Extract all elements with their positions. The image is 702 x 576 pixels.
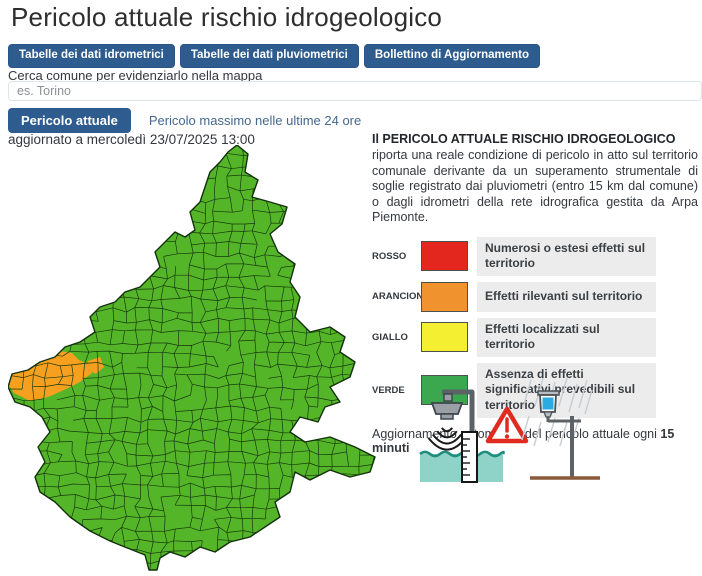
- search-input[interactable]: [8, 81, 702, 101]
- auto-refresh-interval: 15 minuti: [372, 426, 675, 455]
- legend-row-arancione: ARANCIONE Effetti rilevanti sul territor…: [372, 281, 698, 312]
- legend-row-giallo: GIALLO Effetti localizzati sul territori…: [372, 317, 698, 357]
- legend-swatch-giallo: [421, 322, 468, 353]
- view-tabs: Pericolo attuale Pericolo massimo nelle …: [8, 108, 361, 133]
- warning-triangle-icon: [485, 406, 529, 444]
- region-green-area[interactable]: [8, 145, 375, 570]
- monitoring-illustration: [405, 377, 605, 490]
- legend-label-giallo: GIALLO: [372, 331, 408, 343]
- piemonte-map[interactable]: [7, 144, 380, 571]
- legend-label-arancione: ARANCIONE: [372, 291, 430, 303]
- info-heading: Il PERICOLO ATTUALE RISCHIO IDROGEOLOGIC…: [372, 132, 676, 146]
- page-title: Pericolo attuale rischio idrogeologico: [11, 2, 443, 32]
- hydrometric-tables-button[interactable]: Tabelle dei dati idrometrici: [8, 44, 175, 68]
- legend-text-giallo: Effetti localizzati sul territorio: [477, 317, 656, 357]
- legend-swatch-arancione: [421, 281, 468, 312]
- water-level-sensor-icon: [419, 389, 505, 483]
- rain-gauge-icon: [521, 377, 600, 480]
- last-updated-text: aggiornato a mercoledì 23/07/2025 13:00: [8, 132, 255, 147]
- legend-text-rosso: Numerosi o estesi effetti sul territorio: [477, 236, 656, 276]
- legend-swatch-rosso: [421, 241, 468, 272]
- update-bulletin-button[interactable]: Bollettino di Aggiornamento: [363, 44, 541, 68]
- legend-row-rosso: ROSSO Numerosi o estesi effetti sul terr…: [372, 236, 698, 276]
- search-label: Cerca comune per evidenziarlo nella mapp…: [8, 68, 263, 83]
- region-outline: [7, 144, 376, 571]
- piemonte-map-svg[interactable]: [7, 144, 380, 571]
- tab-pericolo-attuale[interactable]: Pericolo attuale: [8, 108, 131, 133]
- orange-alert-municipality-small[interactable]: [88, 357, 104, 374]
- toolbar: Tabelle dei dati idrometrici Tabelle dei…: [8, 44, 541, 68]
- risk-legend: ROSSO Numerosi o estesi effetti sul terr…: [372, 236, 698, 418]
- legend-label-rosso: ROSSO: [372, 250, 407, 262]
- pluviometric-tables-button[interactable]: Tabelle dei dati pluviometrici: [179, 44, 359, 68]
- info-panel: Il PERICOLO ATTUALE RISCHIO IDROGEOLOGIC…: [372, 132, 698, 455]
- legend-label-verde: VERDE: [372, 384, 405, 396]
- tab-pericolo-massimo-24h[interactable]: Pericolo massimo nelle ultime 24 ore: [148, 113, 362, 128]
- info-body-text: riporta una reale condizione di pericolo…: [372, 148, 698, 224]
- legend-text-arancione: Effetti rilevanti sul territorio: [477, 281, 656, 312]
